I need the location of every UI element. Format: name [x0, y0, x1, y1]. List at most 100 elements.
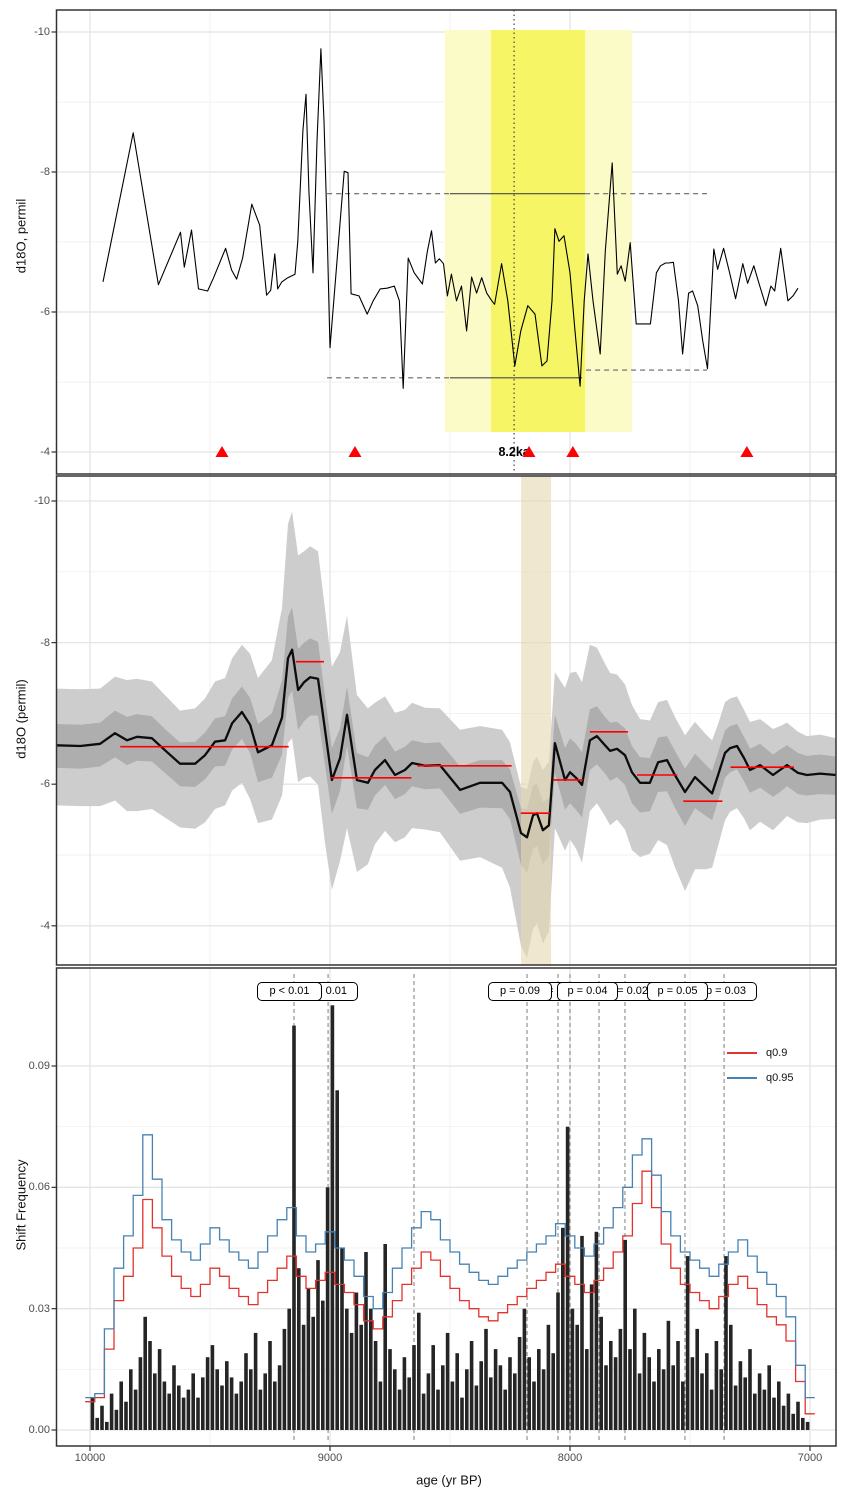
- histogram-bar: [609, 1341, 613, 1430]
- histogram-bar: [90, 1397, 95, 1430]
- histogram-bar: [772, 1397, 776, 1430]
- histogram-bar: [786, 1393, 791, 1430]
- q90-step-line: [85, 1170, 815, 1415]
- pvalue-box: p = 0.04: [557, 982, 618, 1001]
- histogram-bar: [489, 1377, 493, 1430]
- histogram-bar: [647, 1357, 651, 1430]
- histogram-bar: [642, 1332, 647, 1430]
- histogram-bar: [561, 1227, 565, 1430]
- histogram-bar: [205, 1357, 210, 1430]
- histogram-bar: [105, 1421, 109, 1430]
- histogram-bar: [657, 1349, 661, 1430]
- histogram-bar: [450, 1381, 455, 1430]
- histogram-bar: [618, 1328, 623, 1430]
- histogram-bar: [220, 1385, 224, 1430]
- yellow-band-inner: [491, 30, 586, 432]
- legend-line-swatch: [727, 1052, 757, 1054]
- histogram-bar: [762, 1389, 767, 1430]
- histogram-bar: [210, 1345, 215, 1430]
- histogram-bar: [541, 1369, 546, 1430]
- histogram-bar: [421, 1393, 426, 1430]
- histogram-bar: [225, 1361, 229, 1430]
- histogram-bar: [738, 1361, 743, 1430]
- histogram-bar: [215, 1369, 219, 1430]
- histogram-bar: [345, 1308, 349, 1430]
- histogram-bar: [637, 1373, 642, 1430]
- histogram-bar: [570, 1308, 575, 1430]
- legend-item: q0.95: [727, 1071, 794, 1085]
- ci-band-inner: [56, 607, 836, 873]
- histogram-bar: [585, 1349, 589, 1430]
- histogram-bar: [162, 1381, 167, 1430]
- histogram-bar: [349, 1332, 354, 1430]
- histogram-bar: [397, 1389, 402, 1430]
- y-axis-title-middle: d18O (permil): [13, 679, 29, 759]
- histogram-bar: [666, 1320, 671, 1430]
- histogram-bar: [297, 1268, 301, 1430]
- histogram-bar: [791, 1413, 795, 1430]
- histogram-bar: [613, 1357, 618, 1430]
- histogram-bar: [244, 1353, 248, 1430]
- y-tick-label: -10: [34, 495, 50, 507]
- histogram-bar: [719, 1369, 723, 1430]
- q95-step-line: [85, 1134, 815, 1399]
- histogram-bar: [469, 1341, 474, 1430]
- histogram-bar: [229, 1377, 234, 1430]
- legend-line-swatch: [727, 1077, 757, 1079]
- histogram-bar: [100, 1405, 104, 1430]
- histogram-bar: [373, 1341, 378, 1430]
- histogram-bar: [628, 1349, 632, 1430]
- histogram-bar: [431, 1345, 435, 1430]
- x-tick-label: 7000: [797, 1452, 823, 1464]
- histogram-bar: [441, 1365, 445, 1430]
- histogram-bar: [484, 1328, 488, 1430]
- y-tick-label: 0.03: [28, 1302, 50, 1315]
- histogram-bar: [196, 1397, 200, 1430]
- histogram-bar: [556, 1292, 560, 1430]
- histogram-bar: [268, 1341, 272, 1430]
- histogram-bar: [148, 1341, 152, 1430]
- histogram-bar: [522, 1308, 527, 1430]
- histogram-bar: [301, 1324, 306, 1430]
- x-axis-title: age (yr BP): [416, 1472, 482, 1488]
- histogram-bar: [465, 1369, 469, 1430]
- histogram-bar: [95, 1417, 99, 1430]
- y-tick-label: 0.00: [28, 1424, 50, 1436]
- event-band-tan: [521, 476, 552, 965]
- histogram-bar: [311, 1316, 315, 1430]
- histogram-bar: [681, 1381, 685, 1430]
- histogram-bar: [781, 1405, 786, 1430]
- pvalue-box: p = 0.09: [488, 982, 552, 1001]
- histogram-bar: [181, 1397, 186, 1430]
- histogram-bar: [321, 1300, 325, 1430]
- histogram-bar: [277, 1365, 282, 1430]
- y-tick-label: -8: [40, 636, 50, 649]
- histogram-bar: [359, 1324, 363, 1430]
- y-tick-label: -4: [40, 919, 50, 932]
- histogram-bar: [436, 1389, 440, 1430]
- histogram-bar: [109, 1393, 114, 1430]
- histogram-bar: [263, 1373, 267, 1430]
- histogram-bar: [508, 1357, 512, 1430]
- y-axis-title-bottom: Shift Frequency: [13, 1159, 29, 1251]
- event-label: 8.2ka: [498, 445, 530, 459]
- histogram-bar: [796, 1401, 800, 1430]
- y-tick-label: -6: [40, 306, 50, 318]
- histogram-bar: [705, 1353, 709, 1430]
- histogram-bar: [503, 1389, 507, 1430]
- histogram-bar: [546, 1324, 551, 1430]
- histogram-bar: [743, 1377, 747, 1430]
- histogram-bar: [273, 1381, 277, 1430]
- histogram-bar: [757, 1373, 762, 1430]
- histogram-bar: [733, 1385, 738, 1430]
- histogram-bar: [575, 1324, 579, 1430]
- histogram-bar: [724, 1256, 728, 1430]
- histogram-bar: [369, 1308, 373, 1430]
- histogram-bar: [537, 1349, 541, 1430]
- histogram-bar: [479, 1361, 483, 1430]
- histogram-bar: [191, 1373, 195, 1430]
- histogram-bar: [287, 1308, 291, 1430]
- histogram-bar: [599, 1316, 603, 1430]
